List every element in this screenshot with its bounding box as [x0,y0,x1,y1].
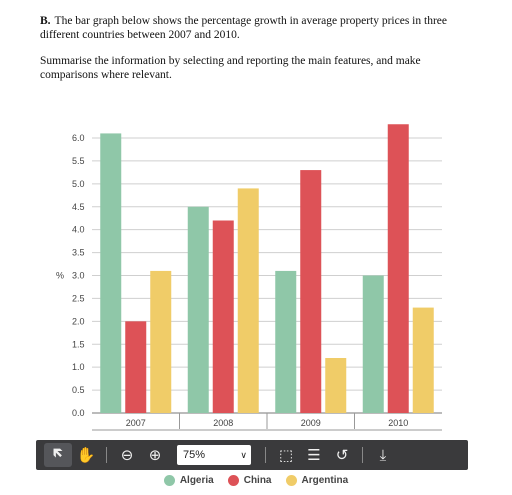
chevron-down-icon: ∨ [240,449,247,460]
y-tick-label: 6.0 [72,133,85,143]
legend-label: Argentina [301,475,349,486]
rotate-icon[interactable]: ↺ [335,446,349,464]
y-tick-label: 3.5 [72,248,85,258]
bar-algeria-2010 [362,275,384,413]
zoom-select[interactable]: 75% ∨ [177,445,251,465]
y-axis-label: % [56,271,64,281]
zoom-out-icon[interactable]: ⊖ [120,446,134,464]
bar-argentina-2007 [150,270,172,413]
x-tick-label: 2009 [301,418,321,428]
task-prompt: B. The bar graph below shows the percenta… [40,14,480,94]
download-icon[interactable]: ⤓ [379,446,387,464]
viewer-toolbar: 🡼 ✋ ⊖ ⊕ 75% ∨ ⬚ ☰ ↺ ⤓ [36,440,468,470]
bar-argentina-2009 [325,358,347,413]
y-tick-label: 1.5 [72,339,85,349]
bar-algeria-2007 [100,133,122,413]
x-tick-label: 2007 [126,418,146,428]
y-tick-label: 5.0 [72,179,85,189]
task-paragraph-2: Summarise the information by selecting a… [40,54,480,82]
y-tick-label: 4.5 [72,202,85,212]
bar-china-2010 [387,124,409,413]
bar-algeria-2008 [187,206,209,413]
task-paragraph-1: B. The bar graph below shows the percenta… [40,14,480,42]
legend-swatch [227,475,239,486]
legend-swatch [163,475,175,486]
y-axis-ticks: 0.0 0.5 1.0 1.5 2.0 2.5 3.0 3.5 4.0 4.5 5.0 5.5 6.0 [72,133,85,418]
zoom-value: 75% [183,449,206,461]
legend-item-china: China [227,475,272,486]
bar-china-2007 [125,321,147,413]
bar-chart: 0.00.51.01.52.02.53.03.54.04.55.05.56.0 … [56,124,442,431]
y-tick-label: 0.5 [72,385,85,395]
fit-page-icon[interactable]: ⬚ [278,446,294,464]
toolbar-divider [265,447,266,463]
legend-swatch [285,475,297,486]
bar-algeria-2009 [275,270,297,413]
toolbar-divider [362,447,363,463]
x-tick-label: 2010 [388,418,408,428]
legend-item-argentina: Argentina [285,475,349,486]
y-tick-label: 2.0 [72,316,85,326]
bar-argentina-2010 [412,307,434,413]
bar-argentina-2008 [237,188,259,413]
chart-bars [100,124,434,413]
toolbar-divider [106,447,107,463]
task-line-2: Summarise the information by selecting a… [40,55,421,81]
y-tick-label: 0.0 [72,408,85,418]
legend-label: Algeria [179,475,214,486]
bar-china-2009 [300,170,322,413]
x-tick-label: 2008 [213,418,233,428]
y-tick-label: 5.5 [72,156,85,166]
chart-legend: Algeria China Argentina [0,475,512,486]
page-view-icon[interactable]: ☰ [307,446,321,464]
zoom-in-icon[interactable]: ⊕ [148,446,162,464]
task-number: B. [40,15,51,27]
y-tick-label: 1.0 [72,362,85,372]
y-tick-label: 4.0 [72,225,85,235]
select-pointer-icon[interactable]: 🡼 [44,443,72,467]
x-axis-ticks: 2007 2008 2009 2010 [92,413,442,431]
bar-china-2008 [212,220,234,413]
task-line-1: The bar graph below shows the percentage… [40,15,447,41]
legend-item-algeria: Algeria [163,475,214,486]
y-tick-label: 2.5 [72,293,85,303]
legend-label: China [243,475,272,486]
y-tick-label: 3.0 [72,271,85,281]
hand-pan-icon[interactable]: ✋ [76,446,96,464]
